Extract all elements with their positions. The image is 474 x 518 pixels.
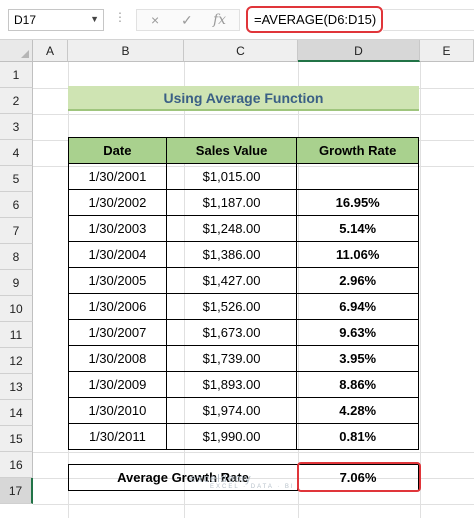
gridline (420, 62, 421, 518)
date-cell[interactable]: 1/30/2008 (68, 345, 167, 372)
formula-input[interactable]: =AVERAGE(D6:D15) (246, 6, 383, 33)
growth-cell[interactable]: 4.28% (296, 397, 419, 424)
table-row: 1/30/2011 $1,990.00 0.81% (68, 423, 419, 450)
growth-cell[interactable]: 5.14% (296, 215, 419, 242)
table-row: 1/30/2001 $1,015.00 (68, 163, 419, 190)
enter-icon[interactable]: ✓ (181, 12, 193, 28)
row-header[interactable]: 13 (0, 374, 33, 400)
growth-cell[interactable]: 16.95% (296, 189, 419, 216)
row-header[interactable]: 11 (0, 322, 33, 348)
insert-function-icon[interactable]: fx (213, 12, 227, 28)
row-header[interactable]: 10 (0, 296, 33, 322)
sales-cell[interactable]: $1,015.00 (165, 163, 298, 190)
select-all-button[interactable] (0, 40, 33, 62)
growth-cell[interactable]: 3.95% (296, 345, 419, 372)
row-header[interactable]: 15 (0, 426, 33, 452)
sales-cell[interactable]: $1,187.00 (165, 189, 298, 216)
growth-cell[interactable]: 2.96% (296, 267, 419, 294)
table-row: 1/30/2007 $1,673.00 9.63% (68, 319, 419, 346)
sales-cell[interactable]: $1,386.00 (165, 241, 298, 268)
table-row: 1/30/2004 $1,386.00 11.06% (68, 241, 419, 268)
name-box[interactable]: D17 ▼ (8, 9, 104, 31)
growth-cell[interactable]: 9.63% (296, 319, 419, 346)
header-date[interactable]: Date (68, 137, 167, 164)
date-cell[interactable]: 1/30/2009 (68, 371, 167, 398)
row-header[interactable]: 14 (0, 400, 33, 426)
date-cell[interactable]: 1/30/2004 (68, 241, 167, 268)
sales-cell[interactable]: $1,990.00 (165, 423, 298, 450)
row-header[interactable]: 5 (0, 166, 33, 192)
header-sales-value[interactable]: Sales Value (165, 137, 298, 164)
row-header[interactable]: 4 (0, 140, 33, 166)
gridline (33, 452, 474, 453)
row-header[interactable]: 7 (0, 218, 33, 244)
sales-cell[interactable]: $1,974.00 (165, 397, 298, 424)
date-cell[interactable]: 1/30/2002 (68, 189, 167, 216)
table-header-row: Date Sales Value Growth Rate (68, 137, 419, 164)
column-header-a[interactable]: A (33, 40, 68, 62)
average-label[interactable]: Average Growth Rate (68, 464, 298, 491)
formula-bar: D17 ▼ ⋮ × ✓ fx =AVERAGE(D6:D15) (0, 0, 474, 40)
formula-buttons: × ✓ fx (136, 9, 240, 31)
date-cell[interactable]: 1/30/2005 (68, 267, 167, 294)
date-cell[interactable]: 1/30/2007 (68, 319, 167, 346)
average-table: Average Growth Rate 7.06% (68, 464, 419, 491)
growth-cell[interactable] (296, 163, 419, 190)
table-row: 1/30/2010 $1,974.00 4.28% (68, 397, 419, 424)
watermark-tagline: EXCEL · DATA · BI (210, 484, 295, 490)
column-header-b[interactable]: B (68, 40, 184, 62)
column-header-c[interactable]: C (184, 40, 298, 62)
sales-cell[interactable]: $1,893.00 (165, 371, 298, 398)
table-row: 1/30/2009 $1,893.00 8.86% (68, 371, 419, 398)
row-header[interactable]: 12 (0, 348, 33, 374)
active-cell-highlight (297, 462, 421, 492)
drag-handle-icon[interactable]: ⋮ (114, 10, 127, 24)
sales-cell[interactable]: $1,739.00 (165, 345, 298, 372)
watermark-brand: exceldemy (190, 473, 252, 485)
header-growth-rate[interactable]: Growth Rate (296, 137, 419, 164)
date-cell[interactable]: 1/30/2006 (68, 293, 167, 320)
data-table: Date Sales Value Growth Rate 1/30/2001 $1… (68, 137, 419, 450)
date-cell[interactable]: 1/30/2010 (68, 397, 167, 424)
name-box-value: D17 (14, 13, 37, 27)
gridline (33, 114, 474, 115)
row-header[interactable]: 16 (0, 452, 33, 478)
row-header[interactable]: 6 (0, 192, 33, 218)
table-row: 1/30/2006 $1,526.00 6.94% (68, 293, 419, 320)
row-header[interactable]: 9 (0, 270, 33, 296)
growth-cell[interactable]: 6.94% (296, 293, 419, 320)
watermark-logo: exceldemy EXCEL · DATA · BI (190, 473, 295, 490)
formula-input-area[interactable] (383, 9, 474, 31)
sales-cell[interactable]: $1,427.00 (165, 267, 298, 294)
growth-cell[interactable]: 8.86% (296, 371, 419, 398)
row-header[interactable]: 2 (0, 88, 33, 114)
table-row: 1/30/2008 $1,739.00 3.95% (68, 345, 419, 372)
column-header-e[interactable]: E (420, 40, 474, 62)
cancel-icon[interactable]: × (151, 12, 160, 28)
sales-cell[interactable]: $1,248.00 (165, 215, 298, 242)
table-row: 1/30/2003 $1,248.00 5.14% (68, 215, 419, 242)
row-header[interactable]: 1 (0, 62, 33, 88)
table-row: 1/30/2005 $1,427.00 2.96% (68, 267, 419, 294)
average-value[interactable]: 7.06% (297, 464, 419, 491)
growth-cell[interactable]: 11.06% (296, 241, 419, 268)
average-row: Average Growth Rate 7.06% (68, 464, 419, 491)
row-header[interactable]: 8 (0, 244, 33, 270)
table-row: 1/30/2002 $1,187.00 16.95% (68, 189, 419, 216)
row-header-selected[interactable]: 17 (0, 478, 33, 504)
column-header-d[interactable]: D (298, 40, 420, 62)
sales-cell[interactable]: $1,526.00 (165, 293, 298, 320)
growth-cell[interactable]: 0.81% (296, 423, 419, 450)
chevron-down-icon[interactable]: ▼ (90, 14, 99, 24)
date-cell[interactable]: 1/30/2011 (68, 423, 167, 450)
date-cell[interactable]: 1/30/2001 (68, 163, 167, 190)
row-header[interactable]: 3 (0, 114, 33, 140)
sales-cell[interactable]: $1,673.00 (165, 319, 298, 346)
date-cell[interactable]: 1/30/2003 (68, 215, 167, 242)
gridline (33, 504, 474, 505)
sheet-title[interactable]: Using Average Function (68, 86, 419, 111)
